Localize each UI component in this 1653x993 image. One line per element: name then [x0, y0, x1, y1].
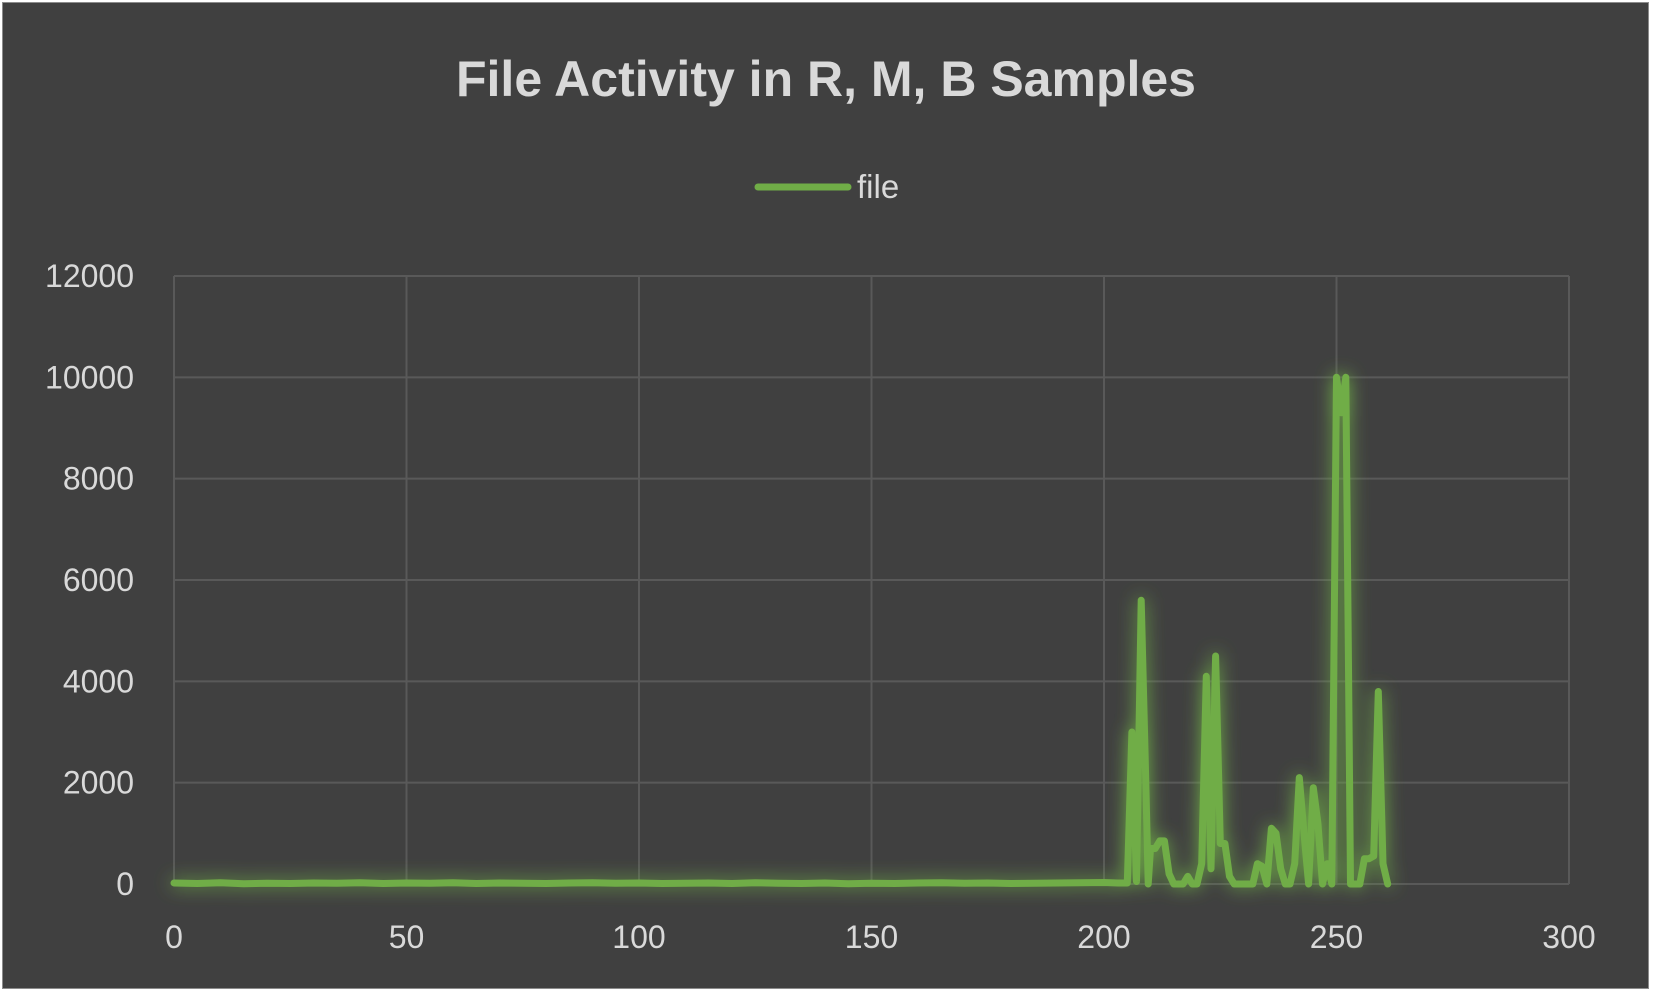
- x-tick-label: 100: [612, 919, 665, 955]
- y-tick-label: 4000: [63, 663, 134, 699]
- x-tick-label: 200: [1077, 919, 1130, 955]
- y-tick-label: 6000: [63, 562, 134, 598]
- series-file: [170, 373, 1392, 888]
- series-line-file: [170, 373, 1392, 888]
- x-tick-label: 150: [845, 919, 898, 955]
- y-axis-ticks: 0 2000 4000 6000 8000 10000 12000: [45, 258, 134, 902]
- y-tick-label: 0: [116, 866, 134, 902]
- x-tick-label: 0: [165, 919, 183, 955]
- x-axis-ticks: 0 50 100 150 200 250 300: [165, 919, 1596, 955]
- legend-label-file: file: [857, 168, 899, 205]
- x-tick-label: 50: [389, 919, 425, 955]
- chart-title: File Activity in R, M, B Samples: [456, 51, 1196, 107]
- y-tick-label: 2000: [63, 765, 134, 801]
- y-tick-label: 8000: [63, 461, 134, 497]
- gridlines: [173, 275, 1570, 885]
- legend: file: [754, 168, 899, 205]
- x-tick-label: 300: [1542, 919, 1595, 955]
- y-tick-label: 10000: [45, 359, 134, 395]
- x-tick-label: 250: [1310, 919, 1363, 955]
- y-tick-label: 12000: [45, 258, 134, 294]
